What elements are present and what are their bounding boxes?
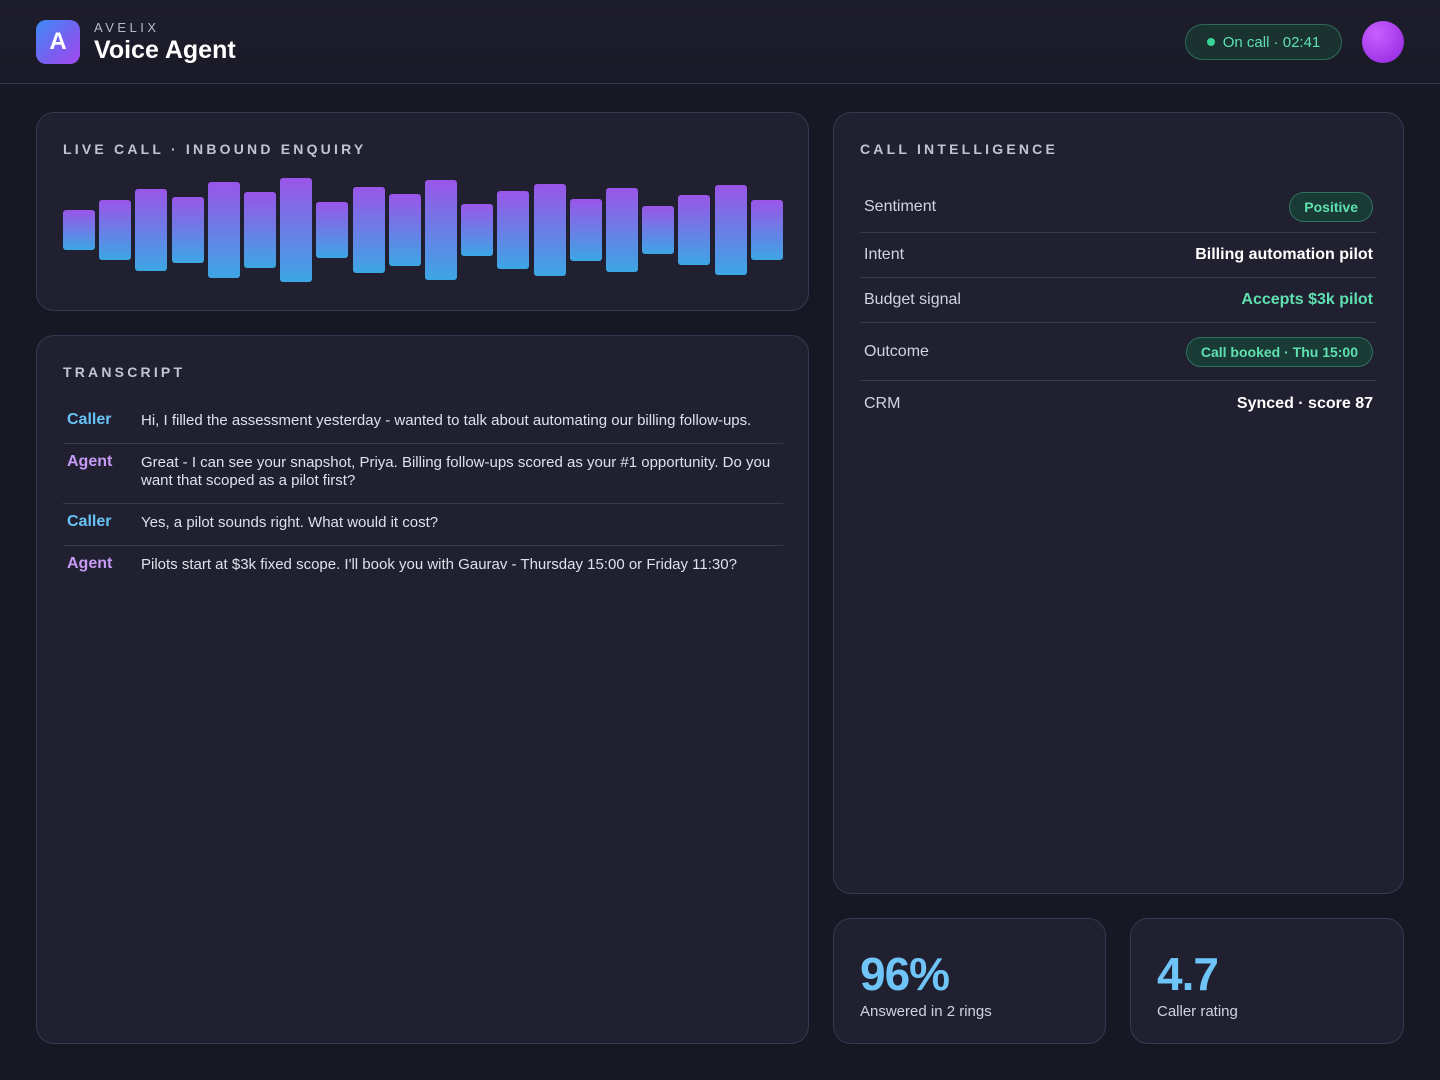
waveform-bar — [642, 206, 675, 254]
row-value: Synced · score 87 — [1236, 394, 1373, 412]
avatar[interactable] — [1362, 21, 1404, 63]
waveform-bar — [497, 190, 530, 270]
live-call-card: LIVE CALL · INBOUND ENQUIRY — [36, 112, 809, 311]
call-status-badge[interactable]: On call · 02:41 — [1185, 24, 1342, 60]
waveform-bar — [244, 191, 276, 269]
app-logo: A — [36, 20, 80, 64]
budget-signal-row: Budget signal Accepts $3k pilot — [860, 278, 1377, 323]
transcript-title: TRANSCRIPT — [63, 364, 186, 380]
speaker-label: Caller — [67, 411, 112, 428]
waveform-bar — [171, 196, 204, 264]
status-dot-icon — [1206, 38, 1215, 46]
stat-label: Answered in 2 rings — [860, 1003, 992, 1020]
outcome-row: Outcome Call booked · Thu 15:00 — [860, 323, 1377, 381]
waveform-bar — [678, 194, 711, 266]
audio-waveform — [63, 171, 783, 289]
stat-value: 96% — [860, 948, 950, 1000]
stat-card-answer-rate: 96% Answered in 2 rings — [833, 918, 1106, 1044]
live-call-title: LIVE CALL · INBOUND ENQUIRY — [63, 141, 367, 157]
speaker-label: Caller — [67, 513, 112, 530]
top-bar: A AVELIX Voice Agent On call · 02:41 — [0, 0, 1440, 84]
row-label: Intent — [864, 246, 905, 263]
message-text: Hi, I filled the assessment yesterday - … — [141, 412, 752, 429]
sentiment-badge: Positive — [1289, 191, 1373, 222]
sentiment-row: Sentiment Positive — [860, 181, 1377, 233]
row-value: Accepts $3k pilot — [1241, 291, 1373, 308]
call-intelligence-card: CALL INTELLIGENCE Sentiment Positive Int… — [833, 112, 1404, 894]
transcript-card: TRANSCRIPT Caller Hi, I filled the asses… — [36, 335, 809, 1044]
waveform-bar — [352, 187, 385, 273]
waveform-bar — [569, 198, 602, 262]
transcript-list: Caller Hi, I filled the assessment yeste… — [63, 402, 783, 587]
crm-row: CRM Synced · score 87 — [860, 381, 1377, 426]
intent-row: Intent Billing automation pilot — [860, 233, 1377, 278]
waveform-bar — [750, 200, 783, 260]
call-status-text: On call · 02:41 — [1222, 33, 1321, 51]
waveform-bar — [99, 199, 132, 261]
row-value: Billing automation pilot — [1195, 246, 1373, 263]
waveform-bar — [280, 178, 313, 282]
brand-name: AVELIX — [94, 20, 160, 35]
transcript-message: Caller Hi, I filled the assessment yeste… — [63, 402, 783, 444]
stat-label: Caller rating — [1157, 1003, 1238, 1020]
waveform-bar — [388, 193, 421, 266]
waveform-bar — [425, 180, 457, 280]
message-text: Pilots start at $3k fixed scope. I'll bo… — [141, 556, 737, 573]
waveform-bar — [461, 203, 494, 257]
transcript-message: Agent Pilots start at $3k fixed scope. I… — [63, 546, 783, 587]
row-label: CRM — [864, 394, 901, 412]
speaker-label: Agent — [67, 453, 113, 470]
transcript-message: Caller Yes, a pilot sounds right. What w… — [63, 504, 783, 546]
waveform-bar — [135, 189, 168, 271]
page-title: Voice Agent — [94, 36, 236, 64]
transcript-message: Agent Great - I can see your snapshot, P… — [63, 444, 783, 504]
waveform-bar — [207, 181, 240, 279]
outcome-badge: Call booked · Thu 15:00 — [1185, 336, 1373, 367]
call-intelligence-title: CALL INTELLIGENCE — [860, 141, 1059, 157]
row-label: Budget signal — [864, 291, 961, 308]
message-text: Great - I can see your snapshot, Priya. … — [141, 454, 771, 489]
row-label: Outcome — [864, 342, 929, 360]
stat-card-caller-rating: 4.7 Caller rating — [1130, 918, 1404, 1044]
message-text: Yes, a pilot sounds right. What would it… — [141, 514, 439, 531]
waveform-bar — [316, 202, 349, 258]
waveform-bar — [533, 183, 566, 277]
stat-value: 4.7 — [1157, 948, 1219, 1000]
intelligence-list: Sentiment Positive Intent Billing automa… — [860, 181, 1377, 426]
waveform-bar — [606, 188, 638, 272]
waveform-bar — [714, 185, 747, 275]
row-label: Sentiment — [864, 197, 937, 215]
waveform-bar — [63, 209, 95, 250]
speaker-label: Agent — [67, 555, 113, 572]
